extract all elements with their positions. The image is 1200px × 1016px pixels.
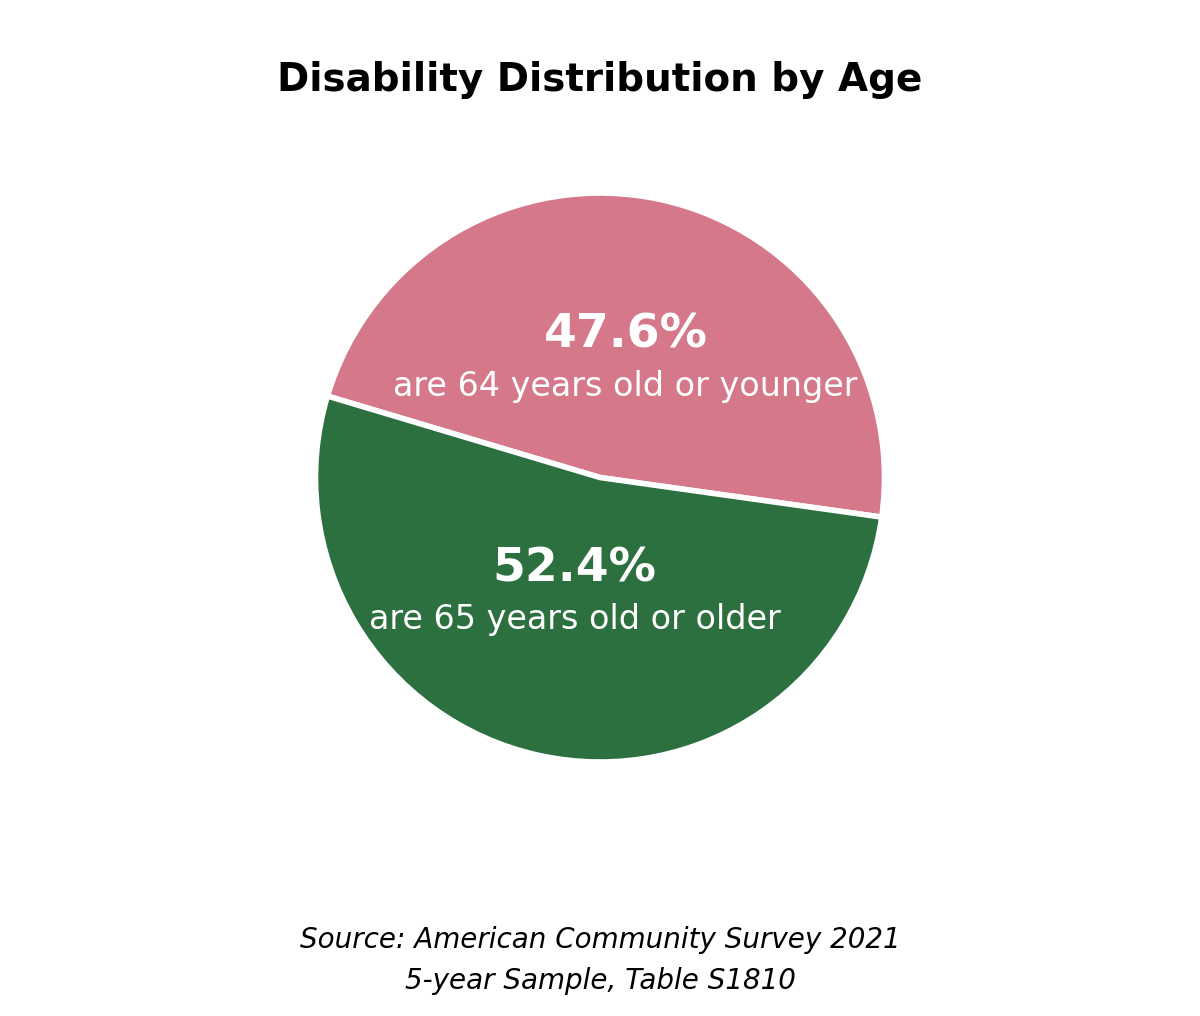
- Wedge shape: [316, 396, 882, 762]
- Text: 47.6%: 47.6%: [544, 313, 708, 358]
- Text: 52.4%: 52.4%: [492, 547, 656, 591]
- Text: Source: American Community Survey 2021
5-year Sample, Table S1810: Source: American Community Survey 2021 5…: [300, 926, 900, 995]
- Title: Disability Distribution by Age: Disability Distribution by Age: [277, 61, 923, 100]
- Wedge shape: [328, 193, 884, 517]
- Text: are 64 years old or younger: are 64 years old or younger: [394, 370, 858, 403]
- Text: are 65 years old or older: are 65 years old or older: [368, 604, 780, 636]
